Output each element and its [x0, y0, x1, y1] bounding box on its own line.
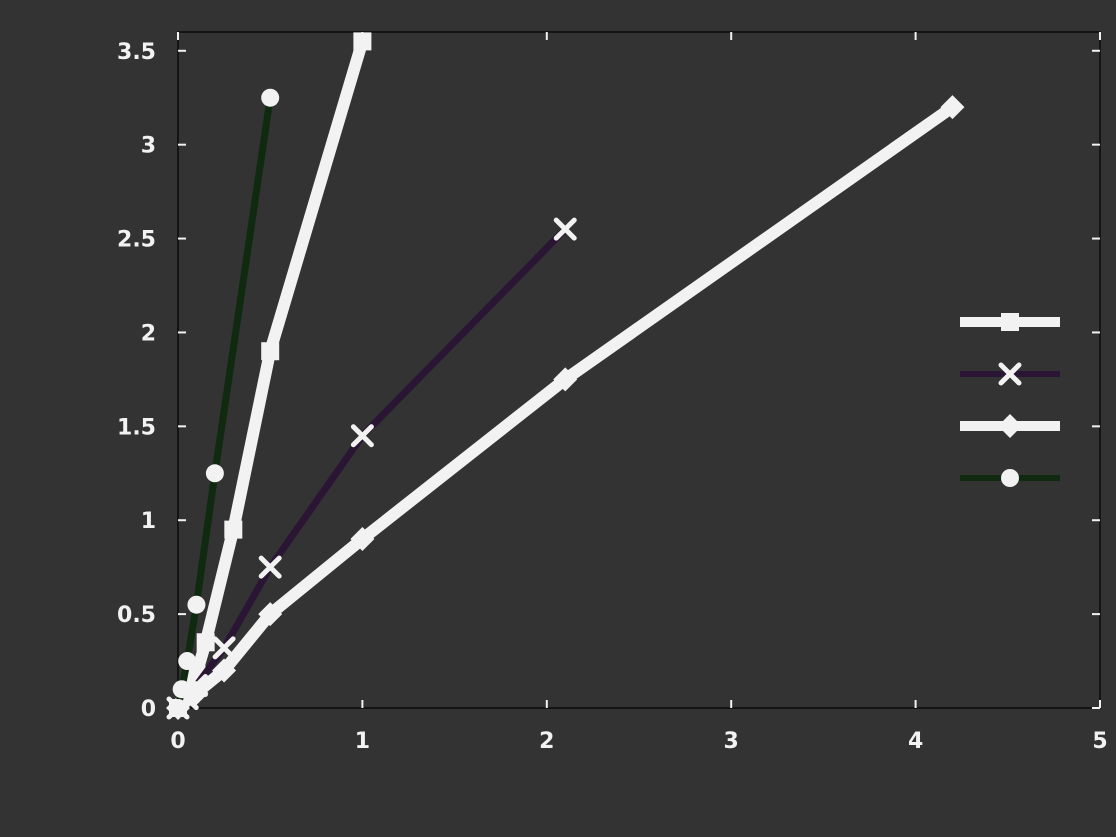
x-tick-label: 4 [908, 729, 923, 754]
series-4-point [178, 652, 197, 671]
series-1-point [224, 520, 243, 539]
y-axis: 0 0.5 1 1.5 2 2.5 3 3.5 [117, 40, 1100, 722]
series-1-point [196, 633, 215, 652]
y-tick-label: 1.5 [117, 415, 156, 440]
series-3-point [212, 658, 237, 683]
x-tick-label: 0 [170, 729, 185, 754]
series-2-point [553, 217, 577, 241]
series-4-point [261, 88, 280, 107]
axes-frame [177, 31, 1101, 709]
y-tick-label: 1 [141, 509, 156, 534]
series-3-point [553, 367, 578, 392]
y-tick-label: 2.5 [117, 228, 156, 253]
series-4-point [205, 464, 224, 483]
series-4-point [172, 680, 191, 699]
series-4-point [187, 595, 206, 614]
x-axis: 0 1 2 3 4 5 [170, 32, 1108, 754]
series-1-point [353, 32, 372, 51]
series-2-point [350, 424, 374, 448]
legend-marker-2 [998, 362, 1022, 386]
series-1-point [261, 342, 280, 361]
y-tick-label: 3 [141, 134, 156, 159]
legend-marker-1 [1001, 313, 1019, 331]
x-tick-label: 2 [539, 729, 554, 754]
legend [960, 313, 1060, 487]
y-tick-label: 0.5 [117, 603, 156, 628]
x-tick-label: 5 [1092, 729, 1107, 754]
series-2-point [258, 555, 282, 579]
series-4 [169, 88, 280, 717]
series-3-point [184, 680, 209, 705]
series-4-point [169, 699, 187, 717]
series-layer [166, 32, 965, 720]
legend-marker-4 [1001, 469, 1019, 487]
series-3-point [258, 602, 283, 627]
y-tick-label: 2 [141, 321, 156, 346]
x-tick-label: 3 [724, 729, 739, 754]
series-3-point [940, 95, 965, 120]
legend-marker-3 [998, 414, 1022, 438]
y-tick-label: 3.5 [117, 40, 156, 65]
y-tick-label: 0 [141, 697, 156, 722]
x-tick-label: 1 [355, 729, 370, 754]
series-3-point [350, 527, 375, 551]
plot-frame [177, 31, 1101, 709]
